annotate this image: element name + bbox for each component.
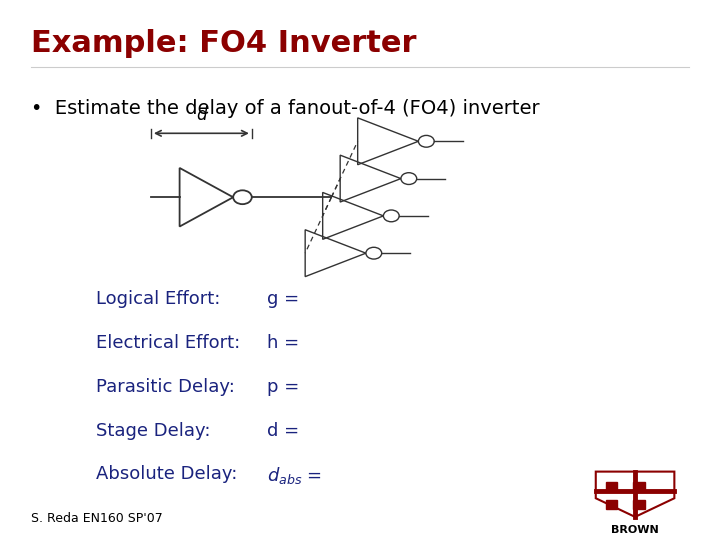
Polygon shape <box>595 471 675 517</box>
FancyBboxPatch shape <box>634 482 644 491</box>
Text: h =: h = <box>267 334 300 352</box>
Text: S. Reda EN160 SP'07: S. Reda EN160 SP'07 <box>32 512 163 525</box>
Text: p =: p = <box>267 378 300 396</box>
Text: Example: FO4 Inverter: Example: FO4 Inverter <box>32 29 417 58</box>
Text: BROWN: BROWN <box>611 525 659 535</box>
Text: g =: g = <box>267 291 300 308</box>
FancyBboxPatch shape <box>606 482 617 491</box>
Text: Parasitic Delay:: Parasitic Delay: <box>96 378 235 396</box>
Text: d: d <box>196 106 207 124</box>
Text: Stage Delay:: Stage Delay: <box>96 422 210 440</box>
Text: Logical Effort:: Logical Effort: <box>96 291 220 308</box>
Text: Absolute Delay:: Absolute Delay: <box>96 465 237 483</box>
Text: $d_{abs}$ =: $d_{abs}$ = <box>267 465 322 486</box>
Text: d =: d = <box>267 422 300 440</box>
Text: Electrical Effort:: Electrical Effort: <box>96 334 240 352</box>
FancyBboxPatch shape <box>634 501 644 509</box>
Text: •  Estimate the delay of a fanout-of-4 (FO4) inverter: • Estimate the delay of a fanout-of-4 (F… <box>32 99 540 118</box>
FancyBboxPatch shape <box>606 501 617 509</box>
